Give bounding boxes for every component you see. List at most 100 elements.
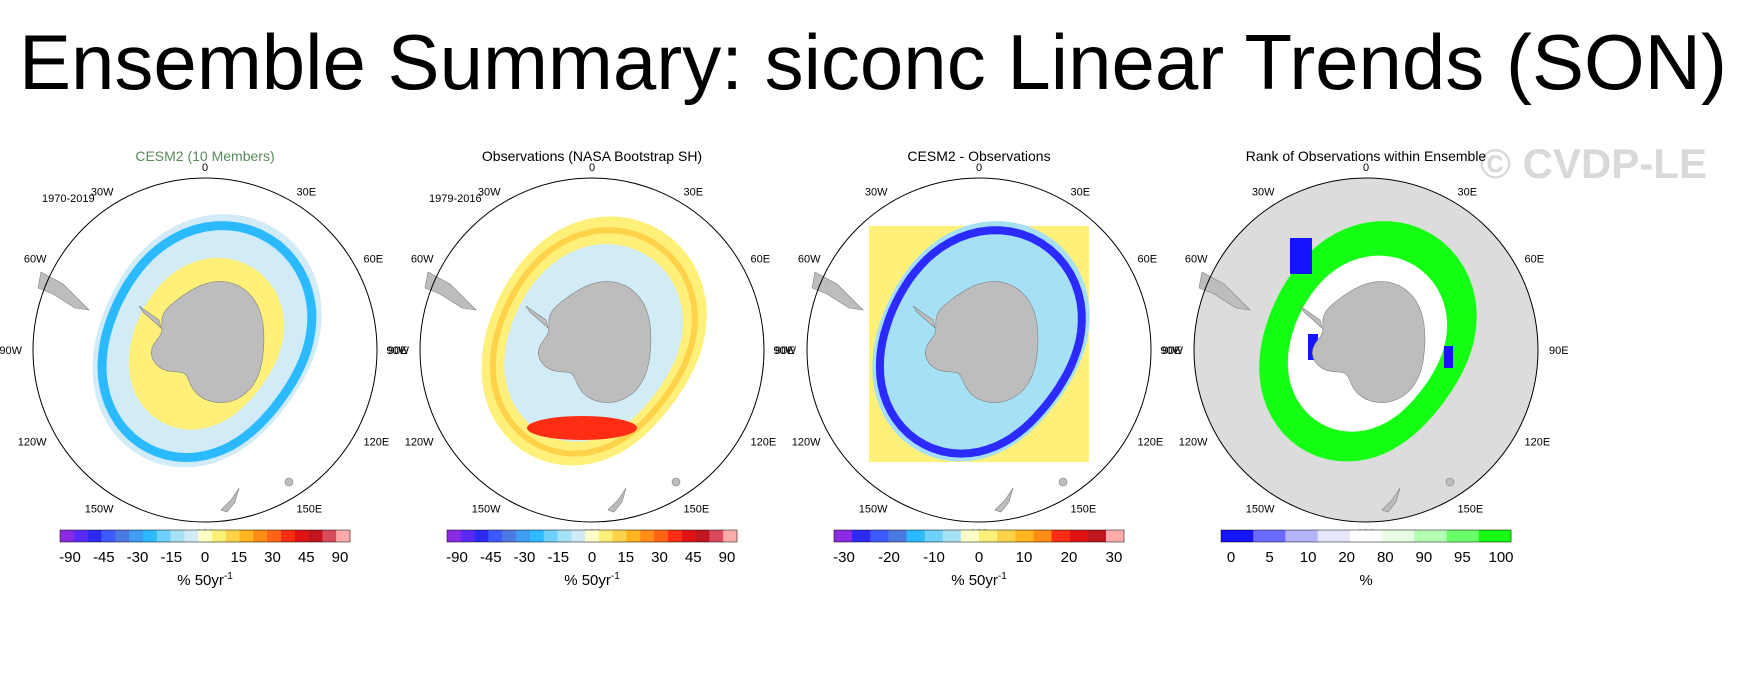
rank-0-patch [1290, 238, 1312, 274]
lon-label-90w: 90W [1160, 345, 1183, 357]
map-border [1193, 177, 1539, 523]
colorbar-tick-label: -15 [160, 549, 182, 566]
trend-band [489, 227, 698, 457]
lon-label-30e: 30E [1458, 187, 1478, 199]
lon-label-150w: 150W [859, 504, 888, 516]
lon-label-60w: 60W [1185, 254, 1208, 266]
colorbar-swatch [308, 530, 323, 542]
rank-0-patch [1308, 334, 1318, 360]
antarctica [537, 281, 652, 403]
colorbar-swatch [184, 530, 199, 542]
new-zealand [220, 487, 240, 513]
lon-label-120e: 120E [1138, 437, 1164, 449]
colorbar-frame [446, 529, 738, 543]
colorbar-swatch [502, 530, 517, 542]
lon-label-60w: 60W [411, 254, 434, 266]
main-title: Ensemble Summary: siconc Linear Trends (… [19, 18, 1727, 106]
rank-0-patch [1444, 346, 1453, 368]
colorbar-tick-label: -30 [127, 549, 149, 566]
panel-title: CESM2 - Observations [907, 148, 1050, 164]
lon-label-90e: 90E [388, 345, 408, 357]
colorbar-unit: % 50yr-1 [177, 571, 233, 589]
new-zealand [607, 487, 627, 513]
colorbar-tick-label: 30 [651, 549, 668, 566]
lon-label-120e: 120E [364, 437, 390, 449]
colorbar-tick-label: 90 [1416, 549, 1433, 566]
colorbar-unit-superscript: -1 [998, 571, 1007, 582]
lon-label-60w: 60W [798, 254, 821, 266]
colorbar-swatch [870, 530, 889, 542]
colorbar-tick-label: -90 [59, 549, 81, 566]
colorbar-swatch [115, 530, 130, 542]
colorbar-tick-label: 90 [719, 549, 736, 566]
panel-obs: Observations (NASA Bootstrap SH) 1979-201… [386, 148, 794, 589]
colorbar-swatch [997, 530, 1016, 542]
colorbar-frame [833, 529, 1125, 543]
colorbar-tick-label: 45 [298, 549, 315, 566]
colorbar-tick-label: -90 [446, 549, 468, 566]
colorbar-swatch [170, 530, 185, 542]
colorbar-swatch [1349, 530, 1383, 542]
colorbar-unit-superscript: -1 [224, 571, 233, 582]
new-zealand [994, 487, 1014, 513]
colorbar-tick-label: 10 [1016, 549, 1033, 566]
colorbar-swatch [101, 530, 116, 542]
lon-label-150w: 150W [1246, 504, 1275, 516]
colorbar-swatch [267, 530, 282, 542]
tasmania [1058, 477, 1068, 487]
colorbar-unit: % 50yr-1 [951, 571, 1007, 589]
colorbar-swatch [488, 530, 503, 542]
antarctica [924, 281, 1039, 403]
colorbar-tick-label: -10 [923, 549, 945, 566]
colorbar-swatch [129, 530, 144, 542]
colorbar-swatch [585, 530, 600, 542]
antarctic-peninsula [912, 305, 936, 329]
panel-title: Rank of Observations within Ensemble [1246, 148, 1487, 164]
colorbar-swatch [1105, 530, 1125, 542]
colorbar-swatch [294, 530, 309, 542]
lon-label-60w: 60W [24, 254, 47, 266]
lon-label-30e: 30E [1071, 187, 1091, 199]
lon-label-30w: 30W [865, 187, 888, 199]
colorbar-swatch [612, 530, 627, 542]
colorbar-tick-label: 15 [617, 549, 634, 566]
lon-label-30e: 30E [297, 187, 317, 199]
colorbar-swatch [198, 530, 213, 542]
lon-label-150e: 150E [1071, 504, 1097, 516]
colorbar-swatch [529, 530, 544, 542]
watermark: © CVDP-LE [1480, 140, 1707, 187]
colorbar-tick-label: -30 [514, 549, 536, 566]
colorbar-swatch [709, 530, 724, 542]
map-border [419, 177, 765, 523]
colorbar-swatch [543, 530, 558, 542]
colorbar-tick-label: 45 [685, 549, 702, 566]
colorbar-swatch [253, 530, 268, 542]
colorbar-tick-label: 0 [1227, 549, 1235, 566]
colorbar-swatch [336, 530, 351, 542]
panel-title: Observations (NASA Bootstrap SH) [482, 148, 702, 164]
south-america [1198, 271, 1251, 311]
colorbar-swatch [1414, 530, 1447, 542]
panel-title: CESM2 (10 Members) [135, 148, 274, 164]
colorbar-tick-label: -45 [480, 549, 502, 566]
colorbar-swatch [156, 530, 171, 542]
colorbar-swatch [73, 530, 88, 542]
lon-label-30w: 30W [478, 187, 501, 199]
colorbar-swatch [681, 530, 696, 542]
colorbar-swatch [1478, 530, 1512, 542]
lon-label-120e: 120E [1525, 437, 1551, 449]
antarctica [1311, 281, 1426, 403]
colorbar-tick-label: 80 [1377, 549, 1394, 566]
lon-label-150w: 150W [472, 504, 501, 516]
colorbar-swatch [668, 530, 683, 542]
panel-model: CESM2 (10 Members) 1970-2019 0 30E 60E 90E 120… [0, 148, 408, 589]
colorbar-tick-label: 0 [975, 549, 983, 566]
lon-label-120e: 120E [751, 437, 777, 449]
lon-label-150e: 150E [297, 504, 323, 516]
colorbar-swatch [87, 530, 102, 542]
colorbar-swatch [142, 530, 157, 542]
colorbar-swatch [225, 530, 240, 542]
colorbar-swatch [571, 530, 586, 542]
lon-label-60e: 60E [751, 254, 771, 266]
lon-label-0: 0 [1363, 162, 1369, 174]
